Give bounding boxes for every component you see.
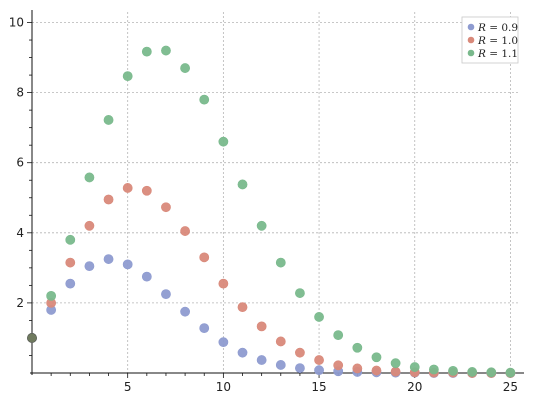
data-point bbox=[275, 257, 286, 268]
data-point bbox=[199, 94, 210, 105]
data-point bbox=[237, 179, 248, 190]
data-point bbox=[333, 330, 344, 341]
data-point bbox=[352, 342, 363, 353]
legend-label: R = 1.1 bbox=[477, 48, 518, 60]
x-tick-label: 10 bbox=[216, 380, 231, 394]
y-tick-label: 8 bbox=[16, 86, 24, 100]
axes bbox=[27, 10, 524, 378]
data-point bbox=[180, 226, 190, 236]
series-1 bbox=[27, 254, 516, 378]
data-point bbox=[122, 183, 133, 193]
x-tick-label: 25 bbox=[503, 380, 518, 394]
series-2 bbox=[27, 183, 516, 378]
data-point bbox=[275, 336, 286, 347]
x-tick-label: 5 bbox=[124, 380, 132, 394]
data-point bbox=[295, 288, 305, 298]
data-point bbox=[65, 257, 76, 268]
data-point bbox=[141, 185, 152, 196]
data-point bbox=[295, 363, 305, 373]
data-point bbox=[428, 364, 439, 375]
data-point bbox=[180, 306, 190, 317]
data-point bbox=[103, 254, 114, 264]
data-point bbox=[237, 347, 248, 358]
data-point bbox=[314, 355, 324, 365]
data-point bbox=[352, 363, 363, 374]
legend-marker bbox=[467, 23, 475, 31]
data-point bbox=[275, 360, 286, 370]
legend: R = 0.9R = 1.0R = 1.1 bbox=[461, 16, 519, 64]
data-point bbox=[409, 362, 420, 372]
data-point bbox=[256, 321, 267, 332]
data-point bbox=[199, 252, 210, 263]
data-point bbox=[237, 302, 248, 313]
data-point bbox=[199, 323, 210, 334]
data-point bbox=[84, 172, 95, 183]
data-point bbox=[505, 367, 516, 378]
data-point bbox=[486, 367, 497, 378]
grid-lines bbox=[32, 12, 520, 373]
data-point bbox=[103, 194, 114, 205]
data-point bbox=[161, 45, 171, 56]
data-point bbox=[314, 365, 324, 376]
data-point bbox=[467, 367, 478, 377]
data-point bbox=[371, 352, 382, 363]
data-point bbox=[141, 271, 152, 282]
y-tick-label: 2 bbox=[16, 296, 24, 310]
tick-labels: 5 10 15 20 25 2 4 6 8 10 bbox=[9, 16, 518, 394]
data-point bbox=[218, 136, 229, 147]
data-point bbox=[103, 115, 114, 125]
data-point bbox=[161, 289, 171, 300]
legend-label: R = 0.9 bbox=[477, 22, 518, 34]
legend-label: R = 1.0 bbox=[477, 35, 518, 47]
x-tick-label: 15 bbox=[311, 380, 326, 394]
data-point bbox=[314, 312, 324, 322]
data-point bbox=[122, 259, 133, 270]
y-tick-label: 6 bbox=[16, 156, 24, 170]
data-point bbox=[390, 358, 401, 369]
data-point bbox=[65, 278, 76, 289]
data-point bbox=[122, 71, 133, 82]
legend-marker bbox=[467, 49, 475, 57]
data-point bbox=[218, 278, 229, 289]
y-tick-label: 10 bbox=[9, 16, 24, 30]
data-point bbox=[371, 365, 382, 376]
series-3 bbox=[27, 45, 516, 378]
data-point bbox=[256, 355, 267, 365]
x-tick-label: 20 bbox=[407, 380, 422, 394]
data-point bbox=[84, 220, 95, 231]
data-point bbox=[180, 63, 190, 73]
data-point bbox=[141, 46, 152, 57]
data-point bbox=[333, 360, 344, 371]
legend-marker bbox=[467, 36, 475, 44]
data-point bbox=[46, 290, 57, 301]
y-tick-label: 4 bbox=[16, 226, 24, 240]
data-point bbox=[218, 337, 229, 348]
data-point bbox=[390, 366, 401, 377]
data-point bbox=[256, 220, 267, 231]
data-point bbox=[65, 234, 76, 245]
data-point-overlap bbox=[27, 333, 37, 343]
data-points bbox=[27, 45, 516, 378]
data-point bbox=[295, 347, 305, 358]
data-point bbox=[448, 365, 458, 376]
data-point bbox=[84, 261, 95, 272]
data-point bbox=[161, 202, 171, 213]
